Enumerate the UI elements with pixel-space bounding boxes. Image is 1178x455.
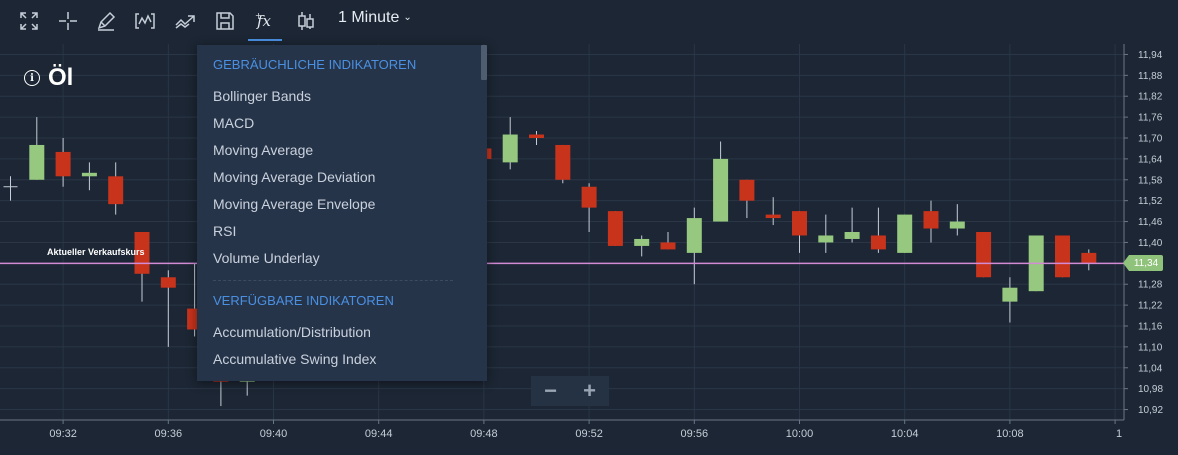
- y-tick-label: 11,94: [1138, 50, 1163, 61]
- candle-body: [870, 235, 886, 250]
- y-tick-label: 11,76: [1138, 113, 1163, 124]
- y-tick-label: 11,28: [1138, 280, 1163, 291]
- current-price-badge: 11,34: [1123, 255, 1163, 271]
- indicator-item[interactable]: MACD: [213, 115, 255, 131]
- chart-type-button[interactable]: [128, 4, 162, 38]
- candle-body: [555, 144, 571, 180]
- draw-button[interactable]: [89, 4, 123, 38]
- y-tick-label: 11,22: [1138, 301, 1163, 312]
- candle-body: [581, 186, 597, 208]
- instrument-name: Öl: [48, 64, 74, 91]
- crosshair-button[interactable]: [51, 4, 85, 38]
- fullscreen-button[interactable]: [12, 4, 46, 38]
- dropdown-scrollbar[interactable]: [481, 45, 487, 80]
- candle-body: [765, 214, 781, 219]
- y-tick-label: 10,98: [1138, 384, 1163, 395]
- chart-toolbar: fx + 1 Minute ⌄: [0, 0, 1178, 42]
- common-indicators-header: GEBRÄUCHLICHE INDIKATOREN: [213, 57, 417, 72]
- candle-body: [634, 238, 650, 246]
- indicator-item[interactable]: Accumulative Swing Index: [213, 351, 377, 367]
- y-tick-label: 11,40: [1138, 238, 1163, 249]
- x-tick-label: 1: [1116, 428, 1122, 440]
- svg-text:+: +: [255, 11, 262, 20]
- y-tick-label: 11,88: [1138, 71, 1163, 82]
- y-tick-label: 11,52: [1138, 196, 1163, 207]
- candle-body: [502, 134, 518, 163]
- y-tick-label: 11,16: [1138, 322, 1163, 333]
- candle-body: [1002, 287, 1018, 302]
- crosshair-icon: [59, 12, 77, 30]
- indicator-item[interactable]: Moving Average Envelope: [213, 196, 376, 212]
- candle-body: [897, 214, 913, 253]
- pencil-icon: [97, 11, 116, 31]
- candle-style-button[interactable]: [289, 4, 323, 38]
- x-tick-label: 10:00: [786, 428, 814, 440]
- candle-body: [108, 176, 124, 205]
- y-tick-label: 11,58: [1138, 175, 1163, 186]
- svg-text:fx: fx: [256, 12, 272, 30]
- indicator-item[interactable]: Bollinger Bands: [213, 88, 312, 104]
- x-tick-label: 09:52: [575, 428, 603, 440]
- timeframe-label: 1 Minute: [338, 9, 400, 26]
- candle-body: [792, 211, 807, 236]
- y-tick-label: 11,82: [1138, 92, 1163, 103]
- candle-body: [607, 211, 623, 246]
- x-tick-label: 10:04: [891, 428, 919, 440]
- candle-body: [686, 218, 702, 253]
- indicators-fx-icon: fx +: [255, 11, 272, 30]
- candle-body: [818, 235, 834, 243]
- available-indicators-header: VERFÜGBARE INDIKATOREN: [213, 293, 394, 308]
- y-tick-label: 11,10: [1138, 342, 1163, 353]
- x-tick-label: 09:44: [365, 428, 393, 440]
- y-tick-label: 11,70: [1138, 134, 1163, 145]
- zoom-controls: − +: [531, 376, 609, 406]
- candlestick-icon: [298, 12, 314, 30]
- x-tick-label: 09:56: [681, 428, 709, 440]
- instrument-title: i Öl: [24, 63, 73, 93]
- candle-body: [29, 144, 45, 180]
- candle-body: [55, 151, 71, 177]
- indicator-item[interactable]: Moving Average: [213, 142, 314, 158]
- candle-body: [529, 134, 544, 138]
- candle-body: [739, 179, 755, 201]
- zoom-out-button[interactable]: −: [544, 378, 557, 403]
- x-tick-label: 09:40: [260, 428, 288, 440]
- compare-button[interactable]: [168, 4, 202, 38]
- candle-body: [1055, 235, 1070, 278]
- compare-icon: [175, 15, 195, 29]
- zoom-in-button[interactable]: +: [583, 378, 596, 403]
- y-tick-label: 11,64: [1138, 154, 1163, 165]
- x-tick-label: 09:32: [49, 428, 77, 440]
- candle-body: [976, 232, 992, 278]
- x-tick-label: 10:08: [996, 428, 1024, 440]
- y-tick-label: 11,46: [1138, 217, 1163, 228]
- candle-body: [81, 172, 97, 177]
- y-tick-label: 10,92: [1138, 405, 1163, 416]
- candle-body: [660, 242, 676, 250]
- current-price-label: Aktueller Verkaufskurs: [47, 247, 145, 257]
- x-tick-label: 09:36: [155, 428, 183, 440]
- indicator-item[interactable]: Moving Average Deviation: [213, 169, 376, 185]
- candle-body: [844, 232, 860, 239]
- indicator-item[interactable]: RSI: [213, 223, 237, 239]
- candle-body: [949, 221, 965, 229]
- chevron-down-icon: ⌄: [403, 12, 412, 23]
- candle-body: [1081, 252, 1097, 264]
- indicator-dropdown: GEBRÄUCHLICHE INDIKATOREN Bollinger Band…: [197, 45, 487, 381]
- fullscreen-icon: [20, 12, 38, 30]
- y-tick-label: 11,04: [1138, 363, 1163, 374]
- x-tick-label: 09:48: [470, 428, 498, 440]
- timeframe-select[interactable]: 1 Minute ⌄: [338, 9, 412, 31]
- candle-body: [923, 211, 939, 229]
- save-icon: [216, 12, 234, 30]
- indicators-button[interactable]: fx +: [248, 4, 282, 41]
- save-button[interactable]: [208, 4, 242, 38]
- candle-body: [160, 277, 176, 288]
- info-icon[interactable]: i: [24, 70, 40, 86]
- dropdown-divider: [213, 280, 453, 281]
- indicator-item[interactable]: Accumulation/Distribution: [213, 324, 371, 340]
- candle-body: [713, 158, 729, 222]
- indicator-item[interactable]: Volume Underlay: [213, 250, 320, 266]
- chart-type-icon: [135, 13, 155, 29]
